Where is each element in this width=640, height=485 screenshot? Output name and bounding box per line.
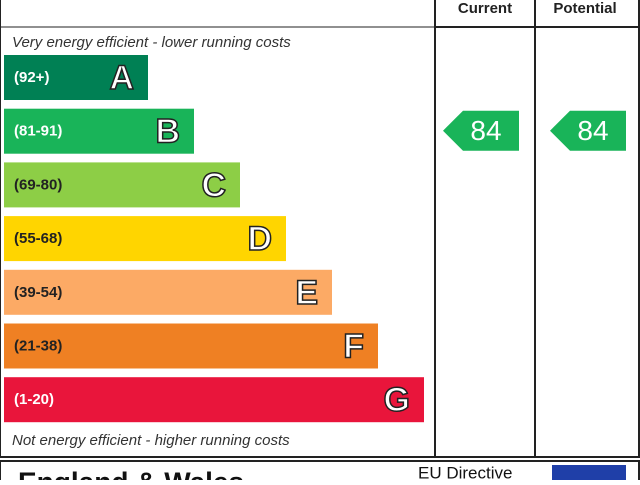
eu-flag: [552, 465, 626, 485]
note: Very energy efficient - lower running co…: [12, 34, 291, 51]
band-letter: A: [109, 59, 134, 97]
band-letter: B: [155, 113, 180, 151]
rating-arrow: [443, 110, 519, 151]
band-range: (55-68): [14, 230, 62, 247]
band-letter: G: [384, 381, 410, 419]
band: [4, 108, 194, 154]
band-range: (92+): [14, 69, 49, 86]
column-header: Potential: [553, 0, 616, 17]
band: [4, 323, 378, 369]
band-letter: F: [343, 327, 364, 365]
footer-directive: EU Directive: [418, 463, 512, 480]
band-range: (81-91): [14, 123, 62, 140]
footer-region: England & Wales: [18, 466, 244, 480]
band-range: (39-54): [14, 284, 62, 301]
column-header: Current: [458, 0, 512, 17]
band-letter: C: [201, 166, 226, 204]
rating-arrow: [550, 110, 626, 151]
note: Not energy efficient - higher running co…: [12, 432, 290, 449]
band-range: (21-38): [14, 337, 62, 354]
rating-value: 84: [577, 115, 608, 146]
band: [4, 162, 240, 208]
band-letter: E: [295, 274, 318, 312]
band-range: (1-20): [14, 391, 54, 408]
band: [4, 216, 286, 262]
band: [4, 55, 148, 100]
footer-frame: [0, 460, 640, 485]
band-letter: D: [247, 220, 272, 258]
band: [4, 269, 332, 315]
band-range: (69-80): [14, 176, 62, 193]
frame: [0, 0, 640, 458]
band: [4, 377, 424, 423]
rating-value: 84: [470, 115, 501, 146]
